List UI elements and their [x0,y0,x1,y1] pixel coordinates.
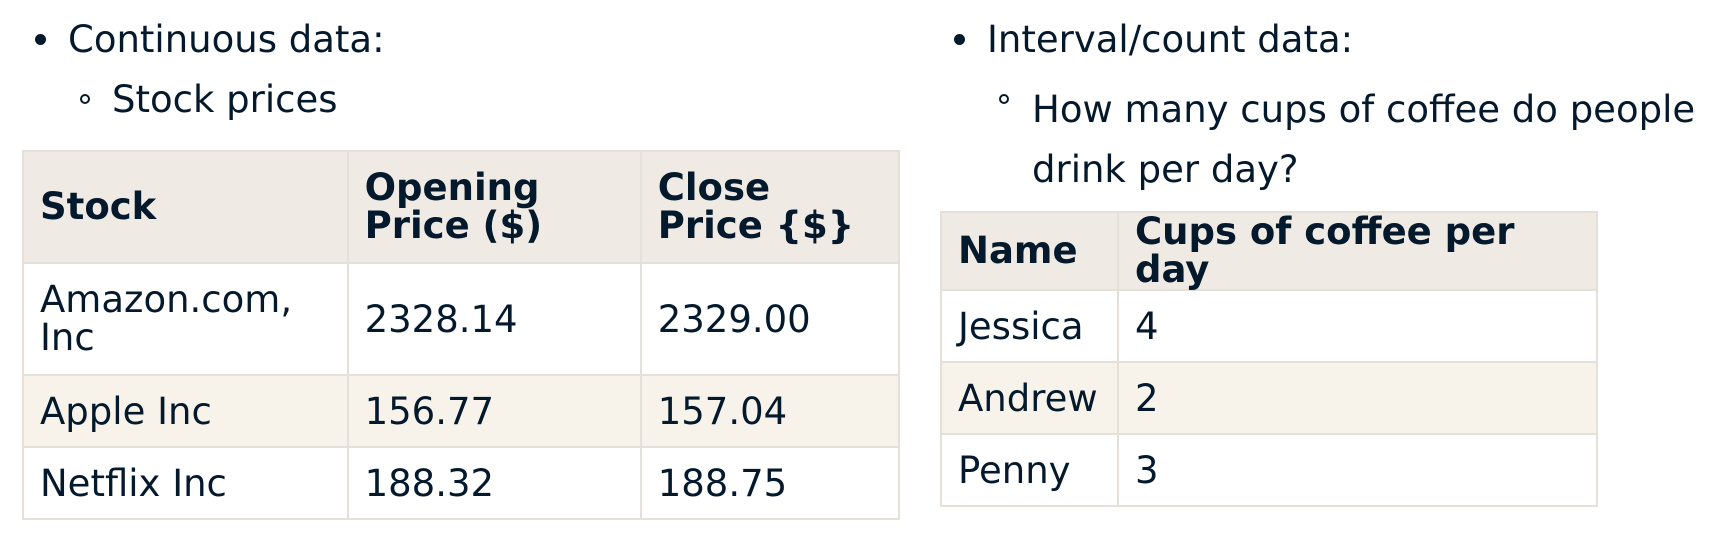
table-cell: 2 [1116,361,1599,435]
table-row: Jessica 4 [940,289,1599,363]
table-cell: 157.04 [639,374,901,448]
bullet-disc-icon [35,34,46,45]
table-cell: 2329.00 [639,262,901,376]
coffee-table: Name Cups of coffee per day Jessica 4 An… [940,211,1599,507]
table-cell: Amazon.com, Inc [22,262,349,376]
sub-bullet-circle-icon [80,94,90,104]
table-row: Penny 3 [940,433,1599,507]
table-cell: 2328.14 [346,262,642,376]
table-cell: 3 [1116,433,1599,507]
table-cell: Netflix Inc [22,446,349,520]
table-header-cell: Stock [22,150,349,264]
table-cell: 188.75 [639,446,901,520]
table-row: Netflix Inc 188.32 188.75 [22,446,901,520]
table-cell: Apple Inc [22,374,349,448]
left-bullet-text: Continuous data: [68,18,385,61]
table-row: Apple Inc 156.77 157.04 [22,374,901,448]
table-cell: 4 [1116,289,1599,363]
table-cell: Penny [940,433,1119,507]
table-header-cell: Name [940,211,1119,291]
sub-bullet-circle-icon [999,94,1009,104]
table-header-cell: Close Price {$} [639,150,901,264]
left-sub-bullet-text: Stock prices [112,78,338,121]
stock-table: Stock Opening Price ($) Close Price {$} … [22,150,901,520]
table-header-row: Name Cups of coffee per day [940,211,1599,291]
table-cell: Andrew [940,361,1119,435]
table-row: Andrew 2 [940,361,1599,435]
table-cell: 188.32 [346,446,642,520]
bullet-disc-icon [954,34,965,45]
table-row: Amazon.com, Inc 2328.14 2329.00 [22,262,901,376]
table-header-cell: Cups of coffee per day [1116,211,1599,291]
table-header-row: Stock Opening Price ($) Close Price {$} [22,150,901,264]
table-cell: Jessica [940,289,1119,363]
table-header-cell: Opening Price ($) [346,150,642,264]
right-sub-bullet-text: How many cups of coffee do people drink … [1032,88,1696,191]
table-cell: 156.77 [346,374,642,448]
right-bullet-text: Interval/count data: [987,18,1354,61]
